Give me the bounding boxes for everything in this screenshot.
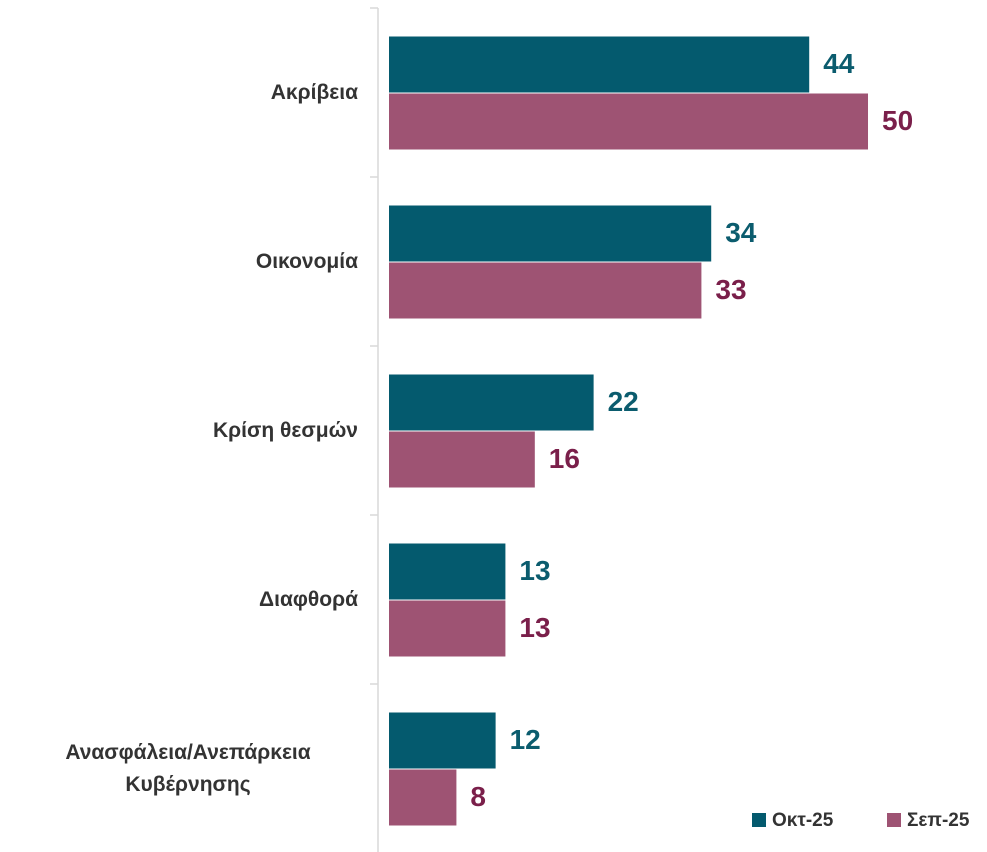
bar bbox=[389, 769, 457, 826]
value-label: 33 bbox=[715, 274, 746, 305]
value-label: 34 bbox=[725, 217, 757, 248]
value-label: 22 bbox=[608, 386, 639, 417]
category-label-box: Κρίση θεσμών bbox=[213, 418, 358, 442]
category-label-box: Διαφθορά bbox=[259, 587, 358, 611]
bar bbox=[389, 543, 506, 600]
value-label: 44 bbox=[823, 48, 855, 79]
bar bbox=[389, 712, 496, 769]
value-label: 12 bbox=[510, 724, 541, 755]
category-label: Ανασφάλεια/Ανεπάρκεια Κυβέρνησης bbox=[65, 741, 311, 796]
value-label: 13 bbox=[519, 612, 550, 643]
legend-swatch bbox=[752, 813, 766, 827]
bar bbox=[389, 262, 702, 319]
bar bbox=[389, 600, 506, 657]
legend-label: Σεπ-25 bbox=[907, 810, 970, 831]
bar bbox=[389, 431, 535, 488]
category-label: Οικονομία bbox=[255, 249, 358, 273]
bar bbox=[389, 374, 594, 431]
category-label: Κρίση θεσμών bbox=[213, 418, 358, 442]
bar bbox=[389, 93, 869, 150]
value-label: 8 bbox=[470, 781, 486, 812]
bar bbox=[389, 36, 810, 93]
value-label: 50 bbox=[882, 105, 913, 136]
category-label-box: Οικονομία bbox=[255, 249, 358, 273]
category-label: Διαφθορά bbox=[259, 587, 358, 611]
value-label: 13 bbox=[519, 555, 550, 586]
bar bbox=[389, 205, 712, 262]
category-label-box: Ακρίβεια bbox=[270, 80, 358, 104]
category-label: Ακρίβεια bbox=[270, 80, 358, 104]
legend-label: Οκτ-25 bbox=[772, 810, 834, 831]
legend-swatch bbox=[887, 813, 901, 827]
category-label-box: Ανασφάλεια/Ανεπάρκεια Κυβέρνησης bbox=[65, 741, 311, 796]
value-label: 16 bbox=[549, 443, 580, 474]
